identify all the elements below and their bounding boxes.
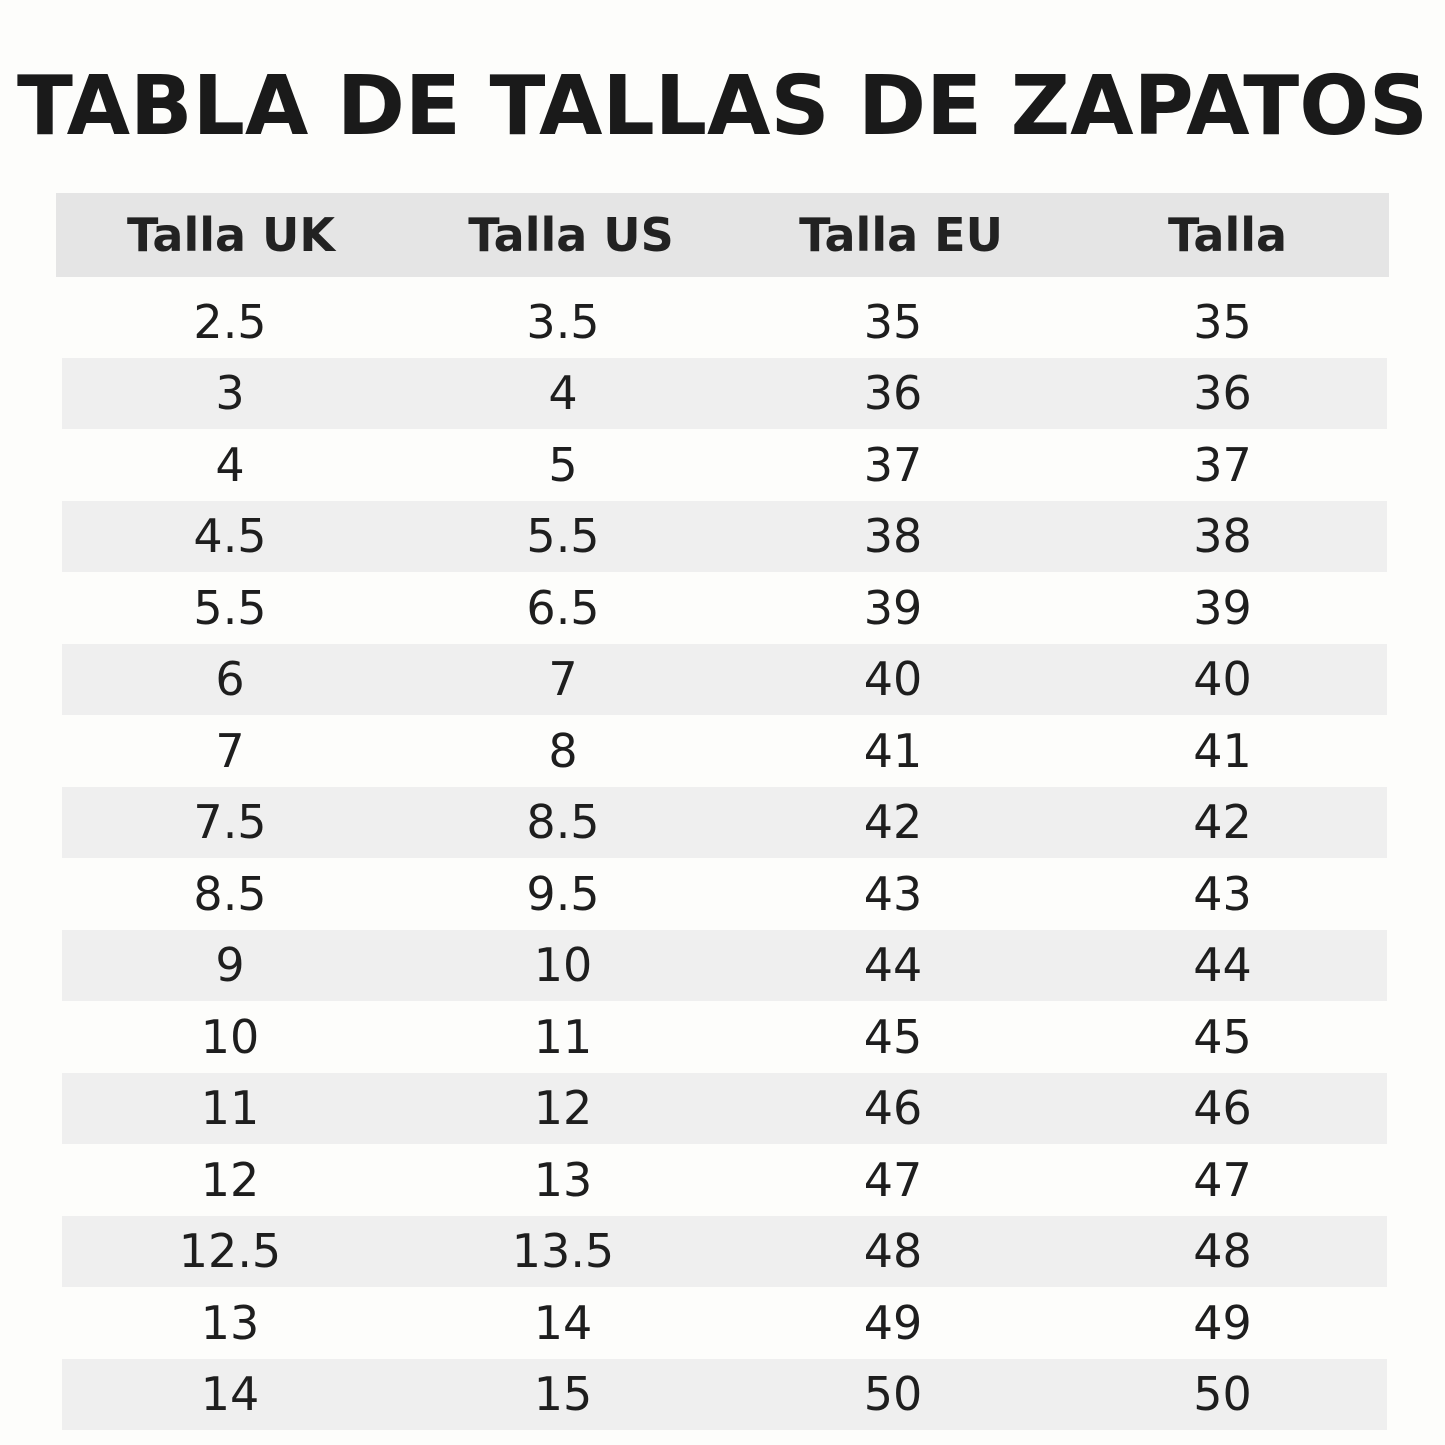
table-row: 2.5 3.5 35 35 [62, 286, 1387, 358]
cell-us: 9.5 [526, 866, 600, 921]
table-row: 8.5 9.5 43 43 [62, 858, 1387, 930]
cell-talla: 45 [1193, 1009, 1252, 1064]
cell-talla: 48 [1193, 1224, 1252, 1279]
cell-talla: 42 [1193, 795, 1252, 850]
cell-uk: 12 [200, 1152, 260, 1207]
cell-uk: 5.5 [193, 580, 267, 635]
cell-uk: 10 [200, 1009, 260, 1064]
cell-uk: 9 [215, 938, 245, 993]
cell-eu: 36 [863, 366, 923, 421]
cell-uk: 12.5 [178, 1224, 282, 1279]
cell-uk: 7.5 [193, 795, 267, 850]
table-header: Talla UK Talla US Talla EU Talla [56, 193, 1389, 277]
table-row: 4.5 5.5 38 38 [62, 500, 1387, 572]
cell-talla: 38 [1193, 509, 1252, 564]
cell-eu: 41 [863, 723, 923, 778]
cell-us: 8.5 [526, 795, 600, 850]
cell-eu: 50 [863, 1367, 923, 1422]
cell-talla: 39 [1193, 580, 1252, 635]
cell-us: 15 [533, 1367, 593, 1422]
cell-talla: 40 [1193, 652, 1252, 707]
cell-eu: 39 [863, 580, 923, 635]
cell-us: 14 [533, 1295, 593, 1350]
cell-eu: 44 [863, 938, 923, 993]
cell-talla: 36 [1193, 366, 1252, 421]
column-header-us: Talla US [468, 208, 674, 262]
table-row: 14 15 50 50 [62, 1358, 1387, 1430]
cell-talla: 49 [1193, 1295, 1252, 1350]
cell-talla: 50 [1193, 1367, 1252, 1422]
cell-uk: 8.5 [193, 866, 267, 921]
column-header-eu: Talla EU [799, 208, 1003, 262]
cell-eu: 45 [863, 1009, 923, 1064]
cell-uk: 2.5 [193, 294, 267, 349]
table-row: 4 5 37 37 [62, 429, 1387, 501]
table-row: 5.5 6.5 39 39 [62, 572, 1387, 644]
cell-eu: 42 [863, 795, 923, 850]
cell-talla: 41 [1193, 723, 1252, 778]
cell-talla: 35 [1193, 294, 1252, 349]
page-title: TABLA DE TALLAS DE ZAPATOS [17, 59, 1428, 154]
cell-talla: 47 [1193, 1152, 1252, 1207]
cell-us: 5.5 [526, 509, 600, 564]
cell-eu: 47 [863, 1152, 923, 1207]
cell-us: 7 [548, 652, 578, 707]
column-header-talla: Talla [1167, 208, 1288, 262]
cell-uk: 11 [200, 1081, 260, 1136]
cell-uk: 7 [215, 723, 245, 778]
cell-us: 13 [533, 1152, 593, 1207]
cell-uk: 4.5 [193, 509, 267, 564]
table-row: 3 4 36 36 [62, 357, 1387, 429]
cell-eu: 48 [863, 1224, 923, 1279]
cell-talla: 37 [1193, 437, 1252, 492]
cell-eu: 43 [863, 866, 923, 921]
table-row: 12 13 47 47 [62, 1144, 1387, 1216]
table-body: 2.5 3.5 35 35 3 4 36 36 4 5 37 37 4.5 5.5 38 38 5.5 6.5 39… [62, 286, 1387, 1430]
table-row: 9 10 44 44 [62, 929, 1387, 1001]
cell-us: 4 [548, 366, 578, 421]
cell-uk: 14 [200, 1367, 260, 1422]
cell-eu: 37 [863, 437, 923, 492]
table-row: 7 8 41 41 [62, 715, 1387, 787]
cell-us: 10 [533, 938, 593, 993]
cell-eu: 46 [863, 1081, 923, 1136]
cell-talla: 43 [1193, 866, 1252, 921]
cell-us: 8 [548, 723, 578, 778]
table-row: 7.5 8.5 42 42 [62, 786, 1387, 858]
cell-eu: 40 [863, 652, 923, 707]
column-header-uk: Talla UK [126, 208, 336, 262]
cell-us: 6.5 [526, 580, 600, 635]
table-row: 11 12 46 46 [62, 1072, 1387, 1144]
cell-us: 13.5 [511, 1224, 615, 1279]
table-row: 10 11 45 45 [62, 1001, 1387, 1073]
table-row: 12.5 13.5 48 48 [62, 1215, 1387, 1287]
table-row: 13 14 49 49 [62, 1287, 1387, 1359]
cell-talla: 44 [1193, 938, 1252, 993]
cell-us: 3.5 [526, 294, 600, 349]
cell-us: 5 [548, 437, 578, 492]
cell-uk: 4 [215, 437, 245, 492]
cell-uk: 3 [215, 366, 245, 421]
cell-talla: 46 [1193, 1081, 1252, 1136]
cell-eu: 49 [863, 1295, 923, 1350]
cell-eu: 38 [863, 509, 923, 564]
cell-eu: 35 [863, 294, 923, 349]
cell-us: 12 [533, 1081, 593, 1136]
cell-us: 11 [533, 1009, 593, 1064]
table-row: 6 7 40 40 [62, 643, 1387, 715]
cell-uk: 6 [215, 652, 245, 707]
cell-uk: 13 [200, 1295, 260, 1350]
